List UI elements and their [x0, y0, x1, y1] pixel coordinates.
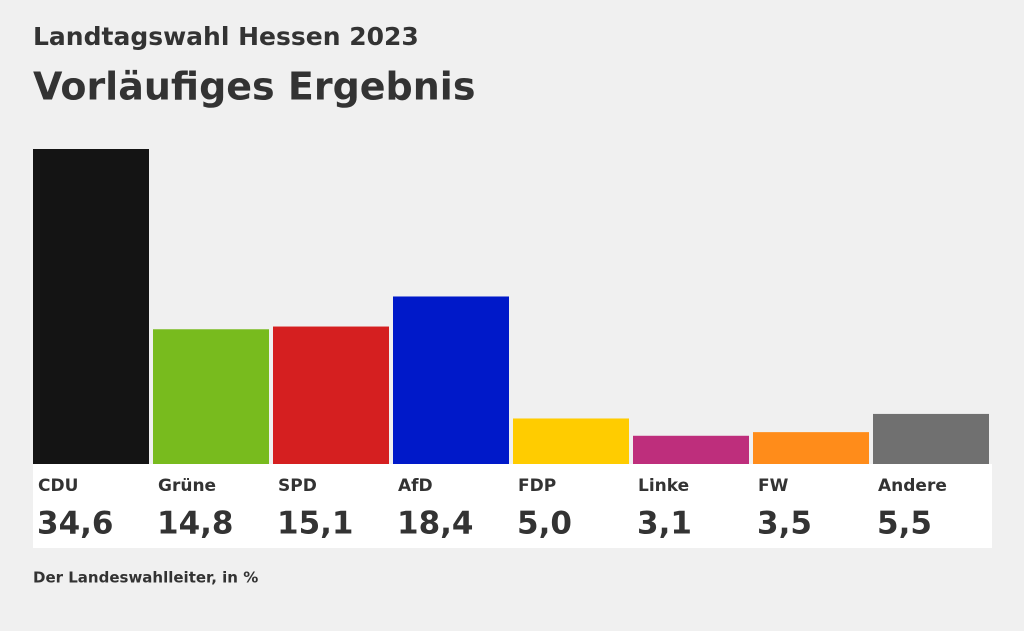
value-label: 18,4 [397, 506, 474, 542]
category-label: SPD [278, 476, 317, 496]
bar [393, 296, 509, 464]
value-label: 5,5 [877, 506, 932, 542]
bar [753, 432, 869, 464]
bar [513, 418, 629, 464]
category-label: FDP [518, 476, 556, 496]
value-label: 3,1 [637, 506, 692, 542]
category-label: Andere [878, 476, 947, 496]
bar [33, 149, 149, 464]
category-label: AfD [398, 476, 433, 496]
value-label: 3,5 [757, 506, 812, 542]
category-label: CDU [38, 476, 78, 496]
value-label: 5,0 [517, 506, 572, 542]
source: Der Landeswahlleiter, in % [33, 569, 258, 587]
category-label: FW [758, 476, 789, 496]
bar [633, 435, 749, 464]
category-label: Grüne [158, 476, 216, 496]
value-label: 14,8 [157, 506, 234, 542]
bar [273, 326, 389, 464]
chart-title: Vorläufiges Ergebnis [33, 65, 475, 109]
bar [153, 329, 269, 464]
category-label: Linke [638, 476, 689, 496]
value-label: 15,1 [277, 506, 354, 542]
value-label: 34,6 [37, 506, 114, 542]
bar [873, 413, 989, 464]
label-panel [33, 464, 992, 548]
chart-subtitle: Landtagswahl Hessen 2023 [33, 22, 419, 51]
